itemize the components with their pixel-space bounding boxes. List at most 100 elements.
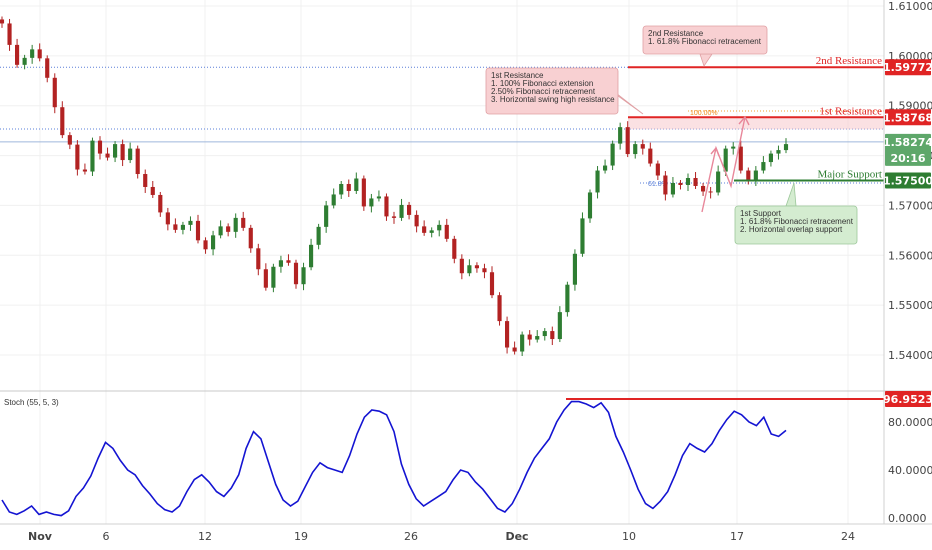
candle	[75, 140, 80, 176]
candle	[248, 224, 253, 253]
candle	[52, 73, 57, 114]
candle	[783, 138, 789, 154]
level-label-r1: 1st Resistance	[819, 105, 882, 117]
time-tick-label: 6	[103, 530, 110, 543]
candle	[663, 171, 668, 201]
candle	[738, 140, 743, 174]
candle	[489, 266, 495, 299]
candle	[625, 121, 630, 158]
candle	[135, 145, 140, 179]
stoch-tick-label: 80.0000	[888, 416, 932, 429]
candle	[226, 223, 231, 237]
candle	[339, 180, 344, 199]
time-tick-label: 24	[841, 530, 855, 543]
candle	[97, 136, 103, 160]
level-label-support: Major Support	[818, 169, 882, 181]
candle	[293, 259, 299, 289]
candle	[422, 220, 427, 236]
candle	[241, 211, 246, 231]
price-tick-label: 1.57000	[888, 199, 932, 212]
candle	[271, 263, 276, 293]
candle	[150, 180, 155, 198]
candle	[557, 306, 562, 343]
candle	[467, 259, 472, 277]
badge-r1: 1.58768	[883, 109, 932, 126]
svg-text:1.58768: 1.58768	[883, 111, 932, 124]
candle	[180, 221, 185, 235]
level-lines	[628, 66, 884, 182]
resistance-zone	[628, 117, 884, 130]
reference-lines: 100.00% 61.8%	[0, 66, 884, 188]
candle	[414, 210, 419, 233]
candle	[143, 169, 148, 193]
svg-text:20:16: 20:16	[890, 152, 925, 165]
level-label-r2: 2nd Resistance	[816, 55, 882, 67]
svg-text:1.58274: 1.58274	[883, 136, 932, 149]
candle	[361, 175, 366, 211]
candle	[701, 182, 706, 196]
candle	[120, 139, 125, 167]
candle	[256, 243, 261, 276]
time-tick-label: 19	[294, 530, 308, 543]
gridlines	[0, 0, 884, 524]
candle	[535, 330, 540, 343]
candle	[753, 166, 758, 186]
callout-line: 1st Resistance	[491, 71, 544, 80]
candle	[15, 38, 20, 68]
candle	[497, 292, 502, 326]
price-tick-label: 1.55000	[888, 299, 932, 312]
stoch-tick-label: 40.0000	[888, 464, 932, 477]
candle	[550, 326, 555, 346]
candle	[746, 167, 751, 185]
candle	[316, 223, 321, 250]
candle	[211, 230, 216, 256]
candle	[376, 190, 381, 202]
candle	[678, 180, 683, 190]
candle	[30, 44, 35, 64]
candle	[113, 141, 118, 163]
candle	[158, 191, 163, 217]
candle	[128, 142, 133, 164]
price-tick-label: 1.61000	[888, 0, 932, 13]
candle	[512, 341, 517, 355]
candle	[587, 189, 593, 223]
candle	[399, 198, 404, 221]
candle	[618, 122, 623, 150]
candle	[90, 137, 95, 177]
callout-line: 2. Horizontal overlap support	[740, 225, 843, 234]
candle	[716, 165, 721, 196]
candle	[391, 211, 397, 224]
candle	[520, 331, 525, 356]
candle	[437, 220, 442, 237]
candle	[542, 328, 547, 341]
candle	[452, 235, 457, 264]
candle	[173, 218, 178, 233]
candle	[595, 166, 600, 199]
candle	[482, 263, 487, 279]
svg-text:1.59772: 1.59772	[883, 61, 932, 74]
candle	[459, 254, 464, 280]
callout-line: 2.50% Fibonacci retracement	[491, 87, 596, 96]
candlesticks	[0, 16, 789, 356]
candle	[527, 330, 532, 346]
projection-arrowhead	[738, 115, 750, 126]
candle	[708, 186, 713, 199]
candle	[286, 254, 291, 266]
candle	[505, 316, 510, 354]
candle	[603, 159, 608, 174]
candle	[444, 218, 449, 242]
stoch-line	[1, 400, 787, 517]
price-tick-label: 1.56000	[888, 249, 932, 262]
svg-text:96.9523: 96.9523	[883, 393, 932, 406]
candle	[761, 156, 766, 174]
candle	[331, 188, 336, 209]
projection-path	[701, 116, 746, 213]
candle	[610, 140, 615, 171]
time-tick-label: Dec	[505, 530, 528, 543]
fib-100-label: 100.00%	[690, 110, 718, 117]
stoch-tick-label: 0.0000	[888, 512, 927, 525]
callout-line: 3. Horizontal swing high resistance	[491, 95, 615, 104]
